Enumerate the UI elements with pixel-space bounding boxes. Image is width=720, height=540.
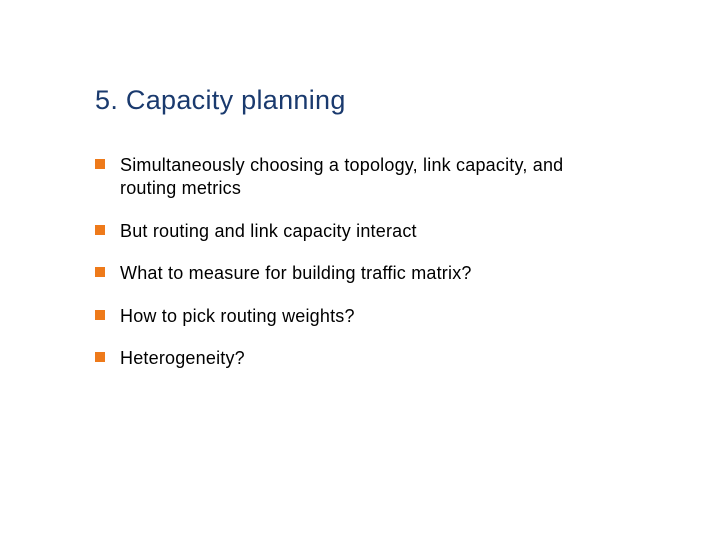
slide-container: 5. Capacity planning Simultaneously choo… xyxy=(0,0,720,370)
list-item: How to pick routing weights? xyxy=(95,305,625,328)
bullet-icon xyxy=(95,267,105,277)
bullet-list: Simultaneously choosing a topology, link… xyxy=(95,154,625,370)
bullet-text: Heterogeneity? xyxy=(120,347,245,370)
bullet-icon xyxy=(95,225,105,235)
bullet-icon xyxy=(95,352,105,362)
bullet-text: Simultaneously choosing a topology, link… xyxy=(120,154,625,201)
list-item: Simultaneously choosing a topology, link… xyxy=(95,154,625,201)
bullet-text: What to measure for building traffic mat… xyxy=(120,262,472,285)
bullet-text: But routing and link capacity interact xyxy=(120,220,417,243)
bullet-icon xyxy=(95,159,105,169)
slide-title: 5. Capacity planning xyxy=(95,85,625,116)
list-item: But routing and link capacity interact xyxy=(95,220,625,243)
bullet-text: How to pick routing weights? xyxy=(120,305,355,328)
list-item: Heterogeneity? xyxy=(95,347,625,370)
list-item: What to measure for building traffic mat… xyxy=(95,262,625,285)
bullet-icon xyxy=(95,310,105,320)
